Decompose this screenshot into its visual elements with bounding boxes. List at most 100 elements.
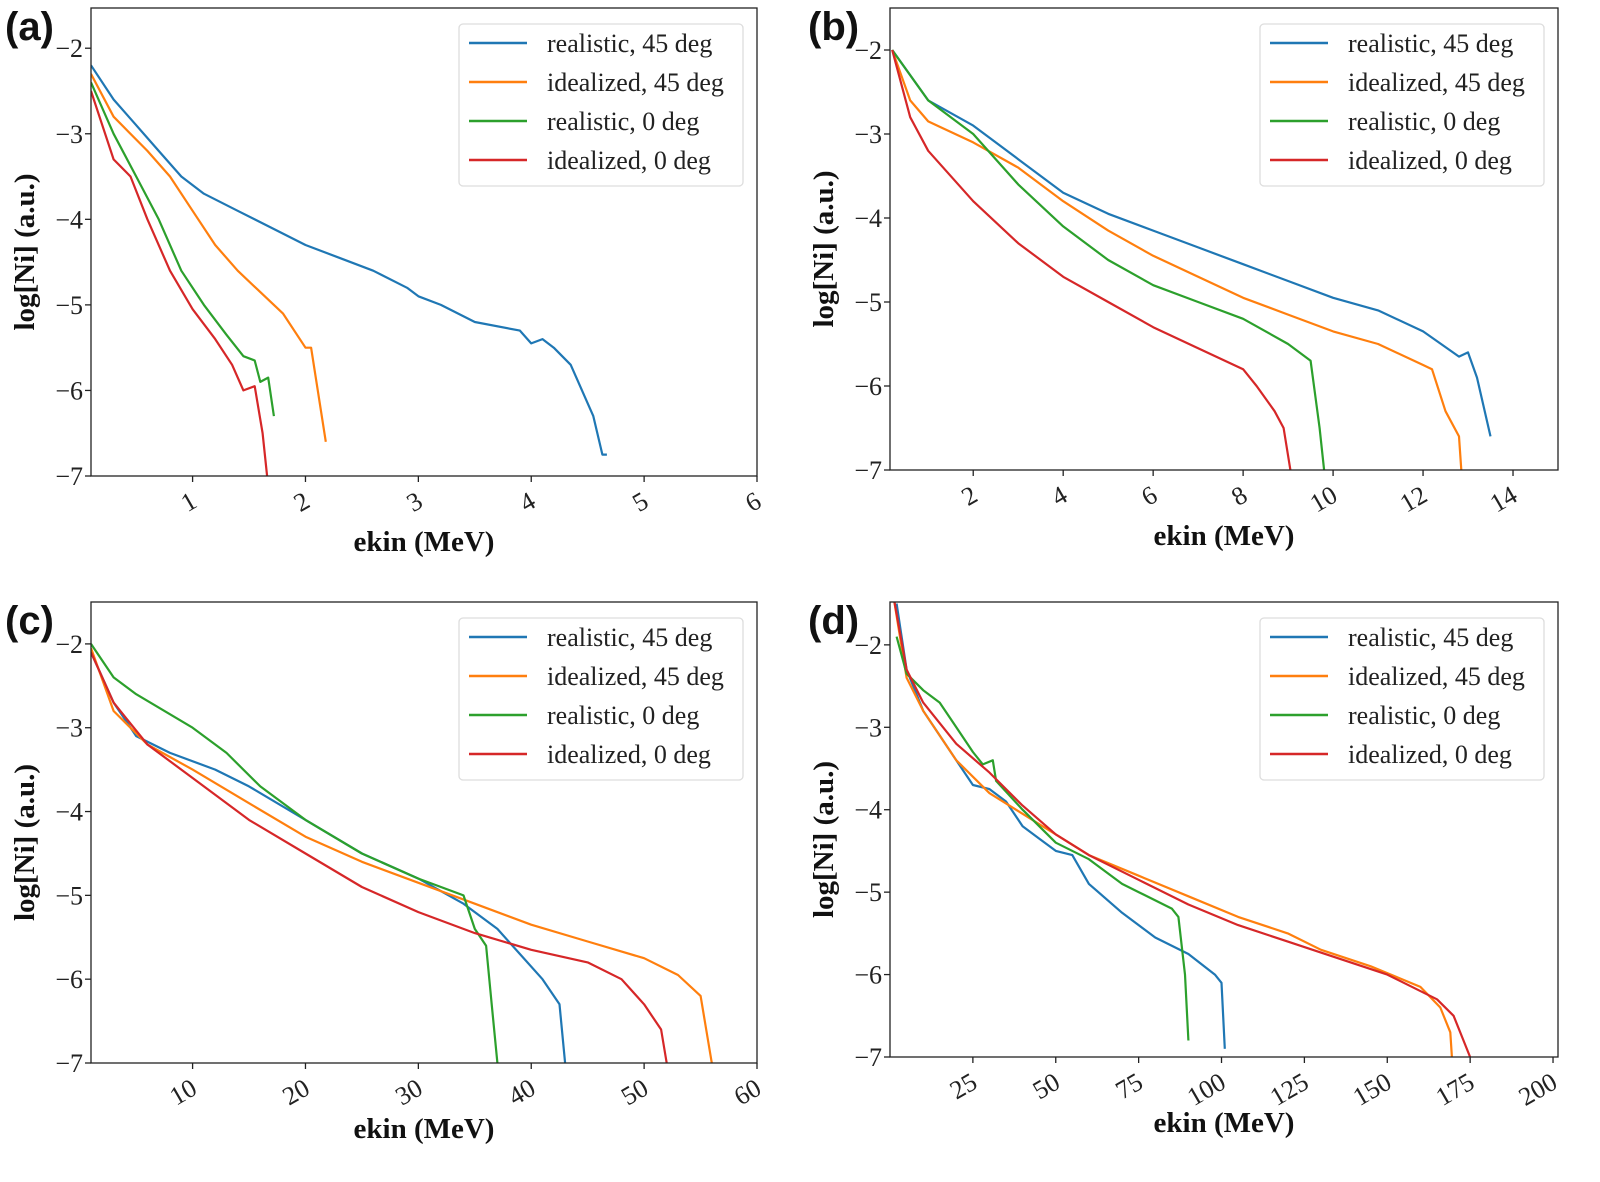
- series-line-idealized-0-deg: [893, 602, 1472, 1057]
- series-group: [891, 49, 1492, 470]
- x-axis-label: ekin (MeV): [354, 526, 495, 558]
- x-tick-label: 30: [390, 1073, 427, 1111]
- legend-entry-label: idealized, 0 deg: [547, 740, 711, 769]
- x-axis-label: ekin (MeV): [1154, 1107, 1295, 1139]
- x-tick-label: 60: [729, 1073, 766, 1111]
- axes-frame: [90, 7, 758, 477]
- x-tick-label: 3: [402, 486, 428, 518]
- x-tick-label: 125: [1265, 1067, 1313, 1112]
- series-group: [91, 64, 607, 476]
- y-tick-label: −4: [55, 205, 83, 234]
- x-tick-label: 175: [1431, 1067, 1479, 1112]
- legend-entry-label: realistic, 0 deg: [547, 701, 699, 730]
- y-tick-label: −3: [854, 120, 882, 149]
- panel-label: (c): [5, 599, 54, 643]
- y-tick-label: −2: [55, 34, 83, 63]
- x-tick-label: 40: [503, 1073, 540, 1111]
- legend-entry-label: realistic, 45 deg: [547, 623, 712, 652]
- y-tick-label: −7: [854, 1043, 882, 1072]
- legend-entry-label: idealized, 45 deg: [1348, 68, 1525, 97]
- y-tick-label: −3: [854, 713, 882, 742]
- legend-entry-label: idealized, 0 deg: [1348, 146, 1512, 175]
- legend: realistic, 45 deg idealized, 45 deg realis…: [458, 23, 744, 187]
- y-axis-label: log[Ni] (a.u.): [808, 761, 840, 918]
- chart-panel-b: −7 −6 −5 −4 −3 −2 2 4 6 8 10 12 14 ekin (MeV) log[Ni] …: [808, 5, 1559, 552]
- y-tick-label: −4: [55, 798, 83, 827]
- series-group: [893, 602, 1472, 1057]
- series-line-realistic-0-deg: [895, 636, 1190, 1041]
- x-tick-label: 150: [1348, 1067, 1396, 1112]
- axes-frame: [889, 7, 1559, 471]
- series-line-realistic-0-deg: [91, 81, 275, 417]
- legend-box: [1259, 617, 1545, 781]
- legend-entry-label: realistic, 45 deg: [1348, 623, 1513, 652]
- series-group: [91, 643, 713, 1063]
- series-line-idealized-0-deg: [891, 49, 1292, 470]
- y-tick-label: −4: [854, 204, 882, 233]
- x-tick-label: 14: [1485, 480, 1522, 518]
- legend: realistic, 45 deg idealized, 45 deg realis…: [1259, 23, 1545, 187]
- y-tick-label: −3: [55, 714, 83, 743]
- x-tick-label: 10: [165, 1073, 202, 1111]
- series-line-realistic-0-deg: [91, 643, 499, 1063]
- x-axis-label: ekin (MeV): [1154, 520, 1295, 552]
- y-tick-label: −5: [854, 288, 882, 317]
- legend-entry-label: idealized, 45 deg: [547, 662, 724, 691]
- x-tick-label: 100: [1182, 1067, 1230, 1112]
- x-tick-label: 5: [627, 486, 653, 518]
- panel-label: (b): [808, 5, 859, 49]
- series-line-realistic-45-deg: [895, 603, 1226, 1049]
- series-line-idealized-45-deg: [891, 49, 1463, 470]
- legend-entry-label: idealized, 45 deg: [547, 68, 724, 97]
- y-tick-label: −6: [854, 372, 882, 401]
- legend: realistic, 45 deg idealized, 45 deg realis…: [1259, 617, 1545, 781]
- y-tick-label: −2: [55, 630, 83, 659]
- series-line-idealized-0-deg: [91, 90, 269, 476]
- chart-panel-a: −7 −6 −5 −4 −3 −2 1 2 3 4 5 6 ekin (MeV) log[Ni] (a.u…: [5, 5, 766, 558]
- y-tick-label: −3: [55, 120, 83, 149]
- chart-panel-c: −7 −6 −5 −4 −3 −2 10 20 30 40 50 60 ekin (MeV) log[Ni…: [5, 599, 766, 1145]
- legend-entry-label: idealized, 0 deg: [1348, 740, 1512, 769]
- y-tick-label: −6: [55, 376, 83, 405]
- series-line-idealized-45-deg: [91, 647, 713, 1063]
- chart-panel-d: −7 −6 −5 −4 −3 −2 25 50 75 100 125 150 175 200 ekin (M…: [808, 599, 1562, 1139]
- x-tick-label: 8: [1226, 480, 1252, 512]
- legend-box: [458, 617, 744, 781]
- y-tick-label: −5: [55, 881, 83, 910]
- y-tick-label: −6: [55, 965, 83, 994]
- panel-label: (a): [5, 5, 54, 49]
- y-tick-label: −7: [55, 462, 83, 491]
- y-tick-label: −5: [854, 878, 882, 907]
- x-tick-label: 12: [1395, 480, 1432, 518]
- x-tick-label: 6: [740, 486, 766, 518]
- y-tick-label: −7: [55, 1049, 83, 1078]
- x-tick-label: 2: [289, 486, 315, 518]
- y-tick-label: −2: [854, 631, 882, 660]
- y-tick-label: −5: [55, 291, 83, 320]
- y-axis-label: log[Ni] (a.u.): [9, 173, 41, 330]
- x-tick-label: 50: [1028, 1067, 1065, 1105]
- legend-box: [458, 23, 744, 187]
- y-tick-label: −4: [854, 796, 882, 825]
- legend-entry-label: realistic, 0 deg: [547, 107, 699, 136]
- x-tick-label: 1: [176, 486, 202, 518]
- y-tick-label: −2: [854, 36, 882, 65]
- y-tick-label: −7: [854, 456, 882, 485]
- series-line-idealized-0-deg: [91, 651, 668, 1063]
- series-line-idealized-45-deg: [91, 73, 327, 442]
- x-tick-label: 4: [514, 486, 540, 518]
- series-line-realistic-45-deg: [891, 49, 1492, 437]
- series-line-idealized-45-deg: [893, 602, 1453, 1057]
- legend-entry-label: realistic, 45 deg: [1348, 29, 1513, 58]
- x-tick-label: 2: [956, 480, 982, 512]
- x-axis-label: ekin (MeV): [354, 1113, 495, 1145]
- x-tick-label: 10: [1305, 480, 1342, 518]
- series-line-realistic-0-deg: [891, 49, 1326, 470]
- y-axis-label: log[Ni] (a.u.): [9, 764, 41, 921]
- legend-entry-label: realistic, 45 deg: [547, 29, 712, 58]
- y-tick-label: −6: [854, 961, 882, 990]
- legend-entry-label: idealized, 0 deg: [547, 146, 711, 175]
- x-tick-label: 6: [1136, 480, 1162, 512]
- legend-box: [1259, 23, 1545, 187]
